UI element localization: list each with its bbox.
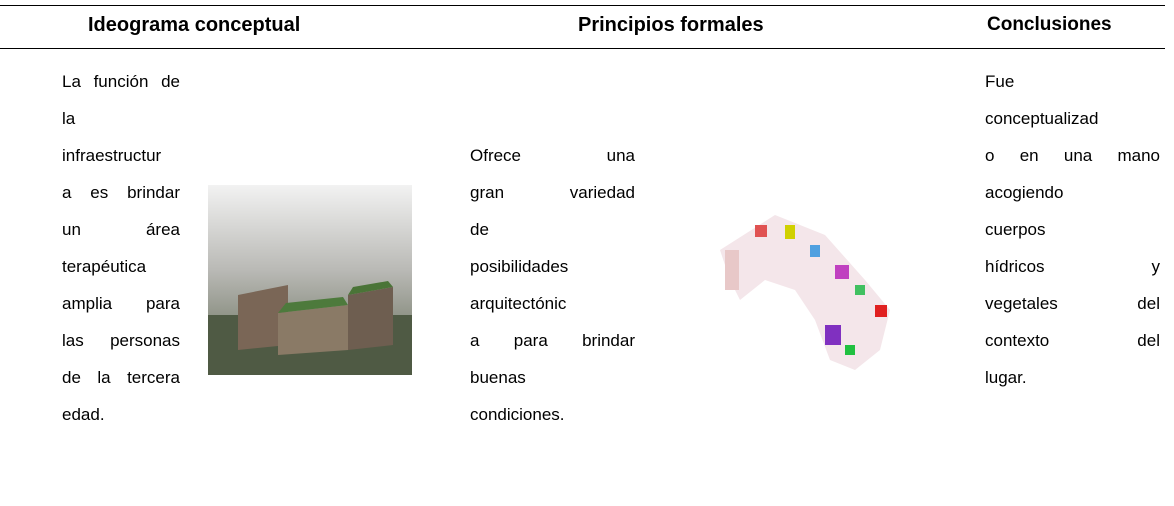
text-cell: Ofrece una gran variedad de posibilidades ar…: [470, 137, 635, 433]
text-line: un área: [62, 220, 180, 239]
text-line: vegetales del: [985, 294, 1160, 313]
text-line: infraestructur: [62, 146, 162, 165]
text-line: de: [470, 220, 489, 239]
text-line: La función de: [62, 72, 180, 91]
text-line: contexto del: [985, 331, 1160, 350]
text-line: amplia para: [62, 294, 180, 313]
text-line: la: [62, 109, 76, 128]
text-line: Fue: [985, 72, 1015, 91]
text-line: buenas: [470, 368, 526, 387]
text-line: arquitectónic: [470, 294, 567, 313]
text-line: lugar.: [985, 368, 1027, 387]
text-line: terapéutica: [62, 257, 147, 276]
text-line: hídricos y: [985, 257, 1160, 276]
text-line: a es brindar: [62, 183, 180, 202]
text-line: condiciones.: [470, 405, 565, 424]
text-line: Ofrece una: [470, 146, 635, 165]
text-line: o en una mano: [985, 146, 1160, 165]
column-header: Conclusiones: [987, 14, 1112, 35]
aerial-photo: [208, 185, 412, 375]
top-rule: [0, 5, 1165, 6]
text-line: posibilidades: [470, 257, 569, 276]
column-header: Ideograma conceptual: [88, 14, 301, 36]
text-line: gran variedad: [470, 183, 635, 202]
text-line: de la tercera: [62, 368, 180, 387]
text-line: cuerpos: [985, 220, 1046, 239]
column-header: Principios formales: [578, 14, 764, 36]
text-line: acogiendo: [985, 183, 1064, 202]
plan-render: [720, 215, 890, 370]
text-cell: La función de la infraestructur a es brinda…: [62, 63, 180, 433]
text-cell: Fue conceptualizad o en una mano acogiendo c…: [985, 63, 1160, 396]
text-line: las personas: [62, 331, 180, 350]
text-line: a para brindar: [470, 331, 635, 350]
text-line: edad.: [62, 405, 105, 424]
header-rule: [0, 48, 1165, 49]
text-line: conceptualizad: [985, 109, 1099, 128]
